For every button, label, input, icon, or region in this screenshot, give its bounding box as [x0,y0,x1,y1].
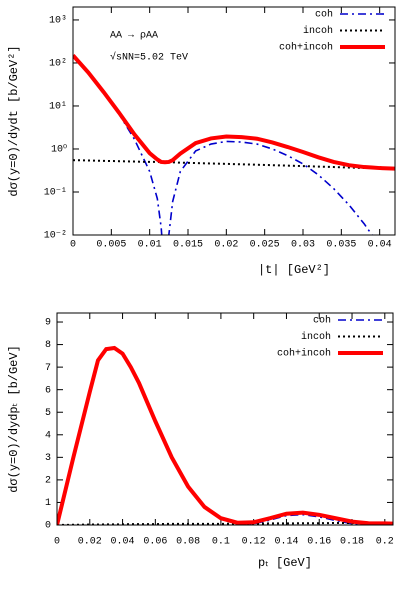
x-tick-label: 0 [70,240,76,251]
legend-label: incoh [303,25,333,37]
y-tick-label: 2 [45,476,51,487]
x-axis-title: |t| [GeV²] [258,263,330,277]
x-tick-label: 0.035 [326,240,356,251]
series-line [73,54,395,171]
x-tick-label: 0.04 [368,240,392,251]
x-tick-label: 0.2 [376,537,394,548]
legend-label: incoh [301,331,331,343]
y-tick-label: 5 [45,408,51,419]
y-tick-label: 10⁻² [44,231,67,242]
y-tick-label: 0 [45,521,51,532]
x-tick-label: 0.005 [96,240,126,251]
x-tick-label: 0.02 [214,240,238,251]
x-tick-label: 0.025 [250,240,280,251]
x-tick-label: 0.06 [143,537,167,548]
y-tick-label: 6 [45,385,51,396]
x-tick-label: 0 [54,537,60,548]
legend-label: coh [313,315,331,327]
x-tick-label: 0.1 [212,537,230,548]
x-tick-label: 0.03 [291,240,315,251]
plot-border [56,312,394,526]
plot-lines [73,54,395,235]
plot-border [72,6,396,236]
y-tick-label: 10¹ [49,102,67,113]
y-tick-label: 10³ [49,16,67,27]
y-tick-label: 9 [45,318,51,329]
x-tick-label: 0.02 [78,537,102,548]
x-tick-label: 0.14 [274,537,298,548]
x-tick-label: 0.18 [340,537,364,548]
y-tick-label: 10⁰ [51,144,67,156]
annotation: AA → ρAA [110,31,158,42]
y-axis-title: dσ(y=0)/dydt [b/GeV²] [7,45,21,196]
x-tick-label: 0.01 [138,240,162,251]
series-line [57,347,393,525]
y-tick-label: 10⁻¹ [44,188,67,199]
y-tick-label: 8 [45,340,51,351]
x-tick-label: 0.16 [307,537,331,548]
y-axis-title: dσ(y=0)/dydpₜ [b/GeV] [7,345,21,493]
legend-label: coh+incoh [277,348,331,360]
x-tick-label: 0.08 [176,537,200,548]
x-tick-label: 0.015 [173,240,203,251]
y-tick-label: 7 [45,363,51,374]
x-tick-label: 0.12 [242,537,266,548]
y-tick-label: 4 [45,430,51,441]
legend-label: coh+incoh [279,42,333,54]
x-axis-title: pₜ [GeV] [258,556,312,570]
series-line [73,54,373,235]
legend-label: coh [315,9,333,21]
y-tick-label: 3 [45,453,51,464]
plot-lines [57,345,393,525]
series-line [57,345,393,525]
y-tick-label: 1 [45,498,51,509]
x-tick-label: 0.04 [111,537,135,548]
annotation: √sNN=5.02 TeV [110,51,188,64]
series-line [73,159,395,170]
y-tick-label: 10² [49,59,67,70]
